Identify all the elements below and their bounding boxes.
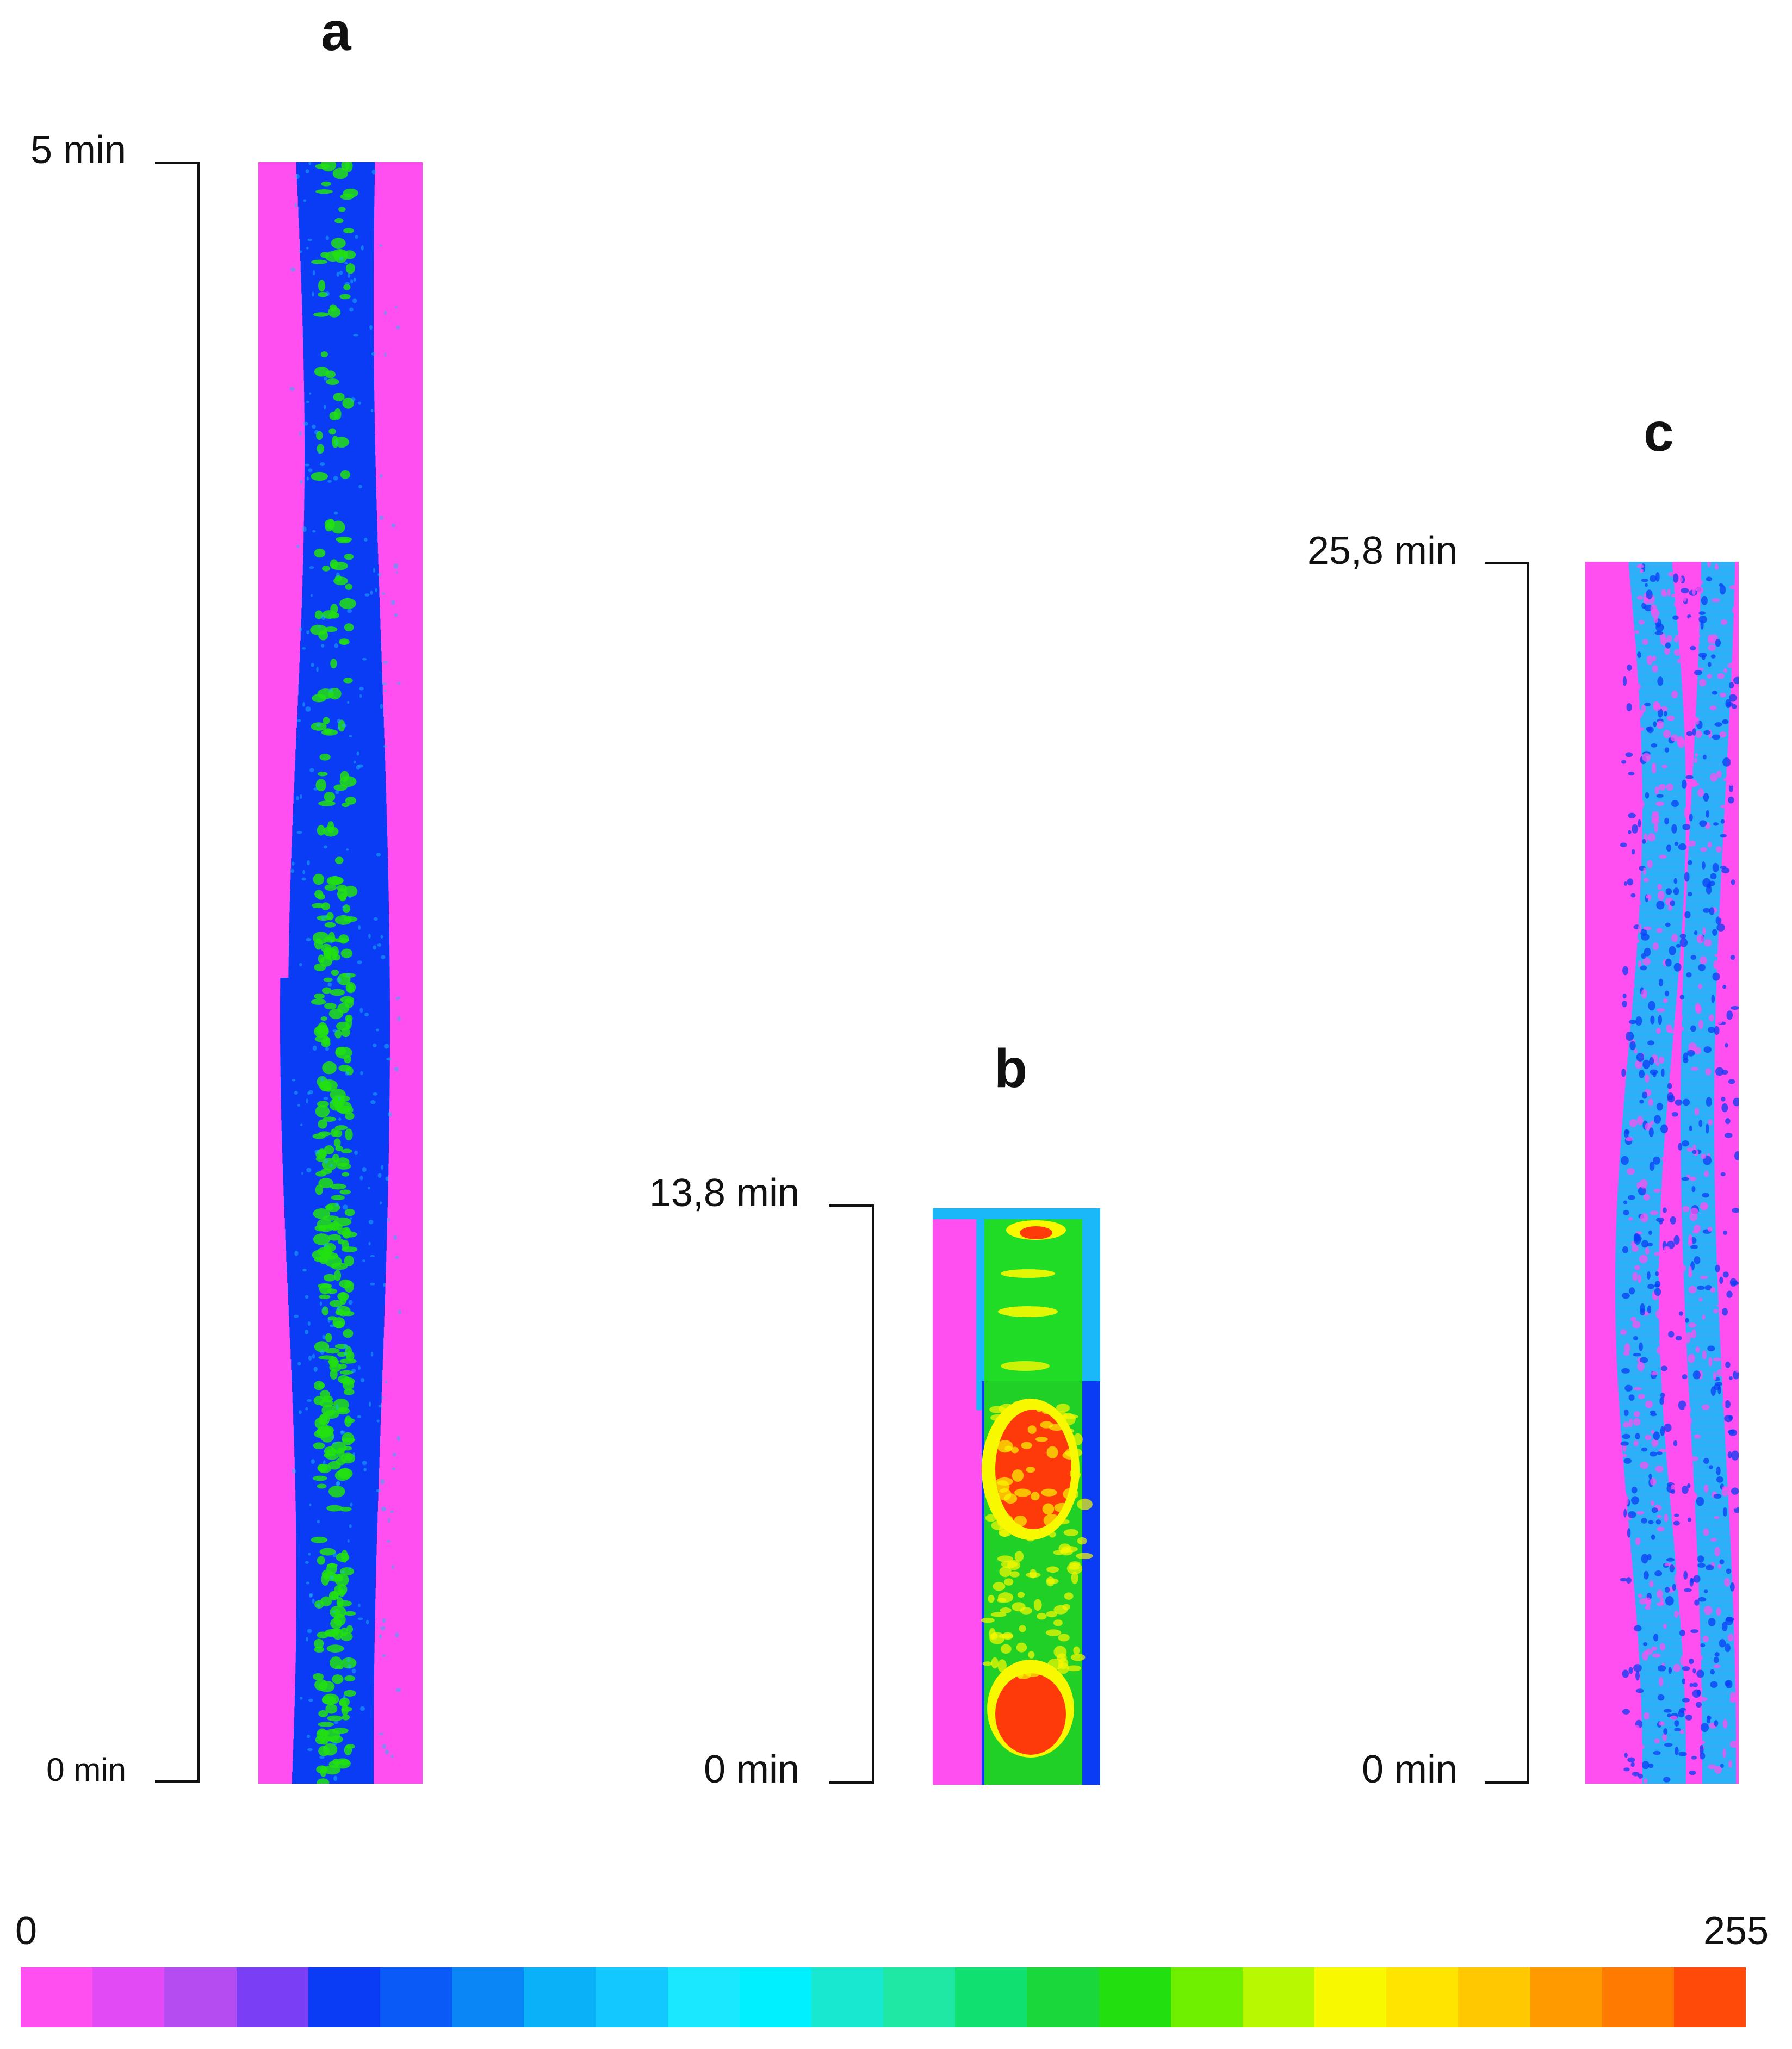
colorscale-segment [452, 1967, 524, 2027]
panel-b-time-bracket [829, 1204, 874, 1784]
colorscale-segment [1530, 1967, 1602, 2027]
colorscale-segment [1602, 1967, 1674, 2027]
colorscale-segment [92, 1967, 165, 2027]
panel-b-label: b [994, 1038, 1028, 1099]
colorscale-segment [739, 1967, 811, 2027]
colorscale-segment [1386, 1967, 1459, 2027]
panel-c-kymograph [1585, 562, 1739, 1784]
colorscale-segment [380, 1967, 452, 2027]
colorscale-segment [524, 1967, 596, 2027]
colorscale-segment [883, 1967, 956, 2027]
panel-a-label: a [321, 1, 351, 62]
panel-b-bottom-time: 0 min [703, 1748, 799, 1791]
panel-c-label: c [1644, 402, 1674, 463]
panel-c-bottom-time: 0 min [1361, 1748, 1458, 1791]
colorscale-segment [811, 1967, 884, 2027]
panel-c-top-time: 25,8 min [1307, 529, 1458, 573]
colorscale-segment [1099, 1967, 1171, 2027]
colorscale-segment [1170, 1967, 1243, 2027]
colorscale-segment [21, 1967, 93, 2027]
colorscale-max-label: 255 [1703, 1909, 1769, 1953]
colorscale-segment [1242, 1967, 1315, 2027]
panel-a-top-time: 5 min [30, 128, 126, 172]
panel-a-time-bracket [155, 162, 200, 1783]
panel-b-kymograph [933, 1208, 1100, 1785]
colorscale-segment [164, 1967, 237, 2027]
colorscale-segment [1673, 1967, 1746, 2027]
colorscale-segment [1458, 1967, 1530, 2027]
colorscale-segment [236, 1967, 308, 2027]
panel-c-time-bracket [1485, 562, 1529, 1784]
panel-a-kymograph [258, 162, 423, 1784]
colorscale-segment [596, 1967, 668, 2027]
colorscale-min-label: 0 [15, 1909, 38, 1953]
colorscale-segment [667, 1967, 740, 2027]
colorscale-segment [955, 1967, 1027, 2027]
colorscale-segment [1027, 1967, 1099, 2027]
panel-b-top-time: 13,8 min [649, 1171, 799, 1215]
colorscale-segment [1314, 1967, 1387, 2027]
colorscale-bar [21, 1967, 1746, 2027]
panel-a-bottom-time: 0 min [46, 1752, 126, 1788]
colorscale-segment [308, 1967, 380, 2027]
